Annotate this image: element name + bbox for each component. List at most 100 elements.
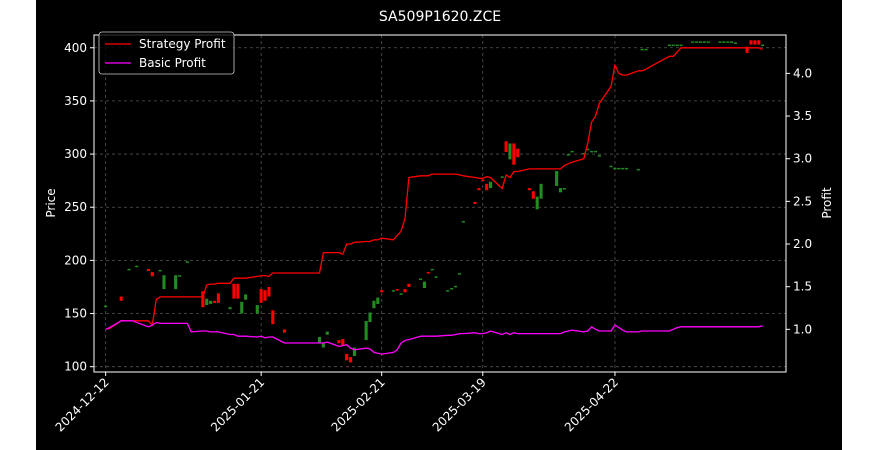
candle — [403, 289, 407, 293]
candle — [621, 167, 625, 170]
profit-lines — [105, 47, 763, 355]
candle — [535, 196, 539, 210]
y-axis-left: 100 150 200 250 300 350 400 — [64, 41, 94, 374]
candle — [726, 41, 730, 43]
candle — [430, 268, 434, 271]
candle — [597, 155, 601, 157]
legend: Strategy Profit Basic Profit — [98, 31, 235, 75]
candle — [174, 275, 178, 290]
y-left-tick-label: 250 — [64, 200, 87, 214]
candles — [104, 40, 765, 363]
plot-frame — [93, 34, 787, 373]
candle — [158, 269, 162, 272]
candle — [201, 291, 205, 308]
candle — [228, 307, 232, 310]
candle — [516, 148, 520, 158]
candle — [695, 41, 699, 43]
candle — [640, 48, 644, 51]
candle — [407, 283, 411, 287]
y-left-tick-label: 350 — [64, 94, 87, 108]
candle — [216, 293, 220, 303]
y-left-tick-label: 200 — [64, 253, 87, 267]
candle — [504, 141, 508, 152]
candle — [205, 298, 209, 306]
candle — [562, 188, 566, 190]
strategy-profit-line — [105, 47, 763, 330]
candle — [240, 301, 244, 314]
basic-profit-line — [105, 320, 763, 355]
candle — [671, 44, 675, 47]
candle — [457, 273, 461, 275]
candle — [177, 275, 182, 277]
y-right-tick-label: 2.5 — [793, 194, 812, 208]
candle — [236, 283, 240, 299]
candle — [399, 293, 403, 295]
candle — [426, 272, 430, 274]
candle — [586, 148, 590, 151]
candle — [477, 188, 481, 191]
y-axis-right: 1.0 1.5 2.0 2.5 3.0 3.5 4.0 — [786, 66, 812, 336]
candle — [127, 268, 131, 271]
candle — [453, 285, 458, 288]
y-left-tick-label: 100 — [64, 360, 87, 374]
candle — [321, 343, 325, 348]
candle — [450, 288, 454, 290]
candle — [555, 171, 559, 186]
candle — [150, 272, 154, 277]
grid — [94, 35, 786, 372]
candle — [337, 340, 341, 344]
candle — [508, 143, 512, 160]
candle — [212, 300, 217, 303]
candle — [485, 183, 489, 191]
candle — [488, 181, 493, 189]
candle — [372, 300, 376, 309]
candle — [395, 289, 399, 291]
candle — [733, 42, 738, 44]
candle — [749, 40, 753, 45]
candle — [730, 41, 734, 43]
candle — [609, 165, 613, 168]
candle — [617, 167, 621, 170]
candle — [263, 290, 267, 301]
candle — [570, 150, 574, 153]
candle — [345, 353, 349, 361]
y-axis-right-label: Profit — [820, 187, 834, 219]
candle — [104, 305, 108, 308]
candle — [702, 41, 706, 43]
candle — [558, 188, 563, 193]
candle — [376, 297, 380, 304]
y-right-tick-label: 1.5 — [793, 280, 812, 294]
candle — [722, 41, 726, 43]
candle — [461, 221, 465, 223]
candle — [209, 300, 213, 304]
legend-label-basic: Basic Profit — [139, 56, 206, 70]
legend-label-strategy: Strategy Profit — [139, 37, 226, 51]
candle — [512, 143, 516, 165]
y-right-tick-label: 2.0 — [793, 237, 812, 251]
candle — [675, 44, 679, 47]
candle — [244, 294, 248, 300]
candle — [267, 286, 271, 297]
candle — [352, 347, 357, 357]
candle — [325, 331, 329, 335]
candle — [590, 150, 594, 153]
candle — [582, 153, 586, 155]
candle — [349, 357, 353, 363]
legend-box — [98, 31, 235, 75]
candle — [185, 261, 189, 263]
chart-title: SA509P1620.ZCE — [379, 9, 501, 25]
candle — [527, 188, 531, 191]
candle — [473, 201, 477, 205]
candle — [317, 336, 322, 344]
candle — [745, 46, 749, 54]
candle — [613, 167, 617, 170]
candle — [757, 40, 761, 45]
y-right-tick-label: 4.0 — [793, 66, 812, 80]
candle — [380, 290, 384, 293]
candle — [364, 320, 368, 341]
candle — [593, 150, 598, 153]
candle — [706, 41, 710, 43]
candle — [718, 41, 722, 43]
